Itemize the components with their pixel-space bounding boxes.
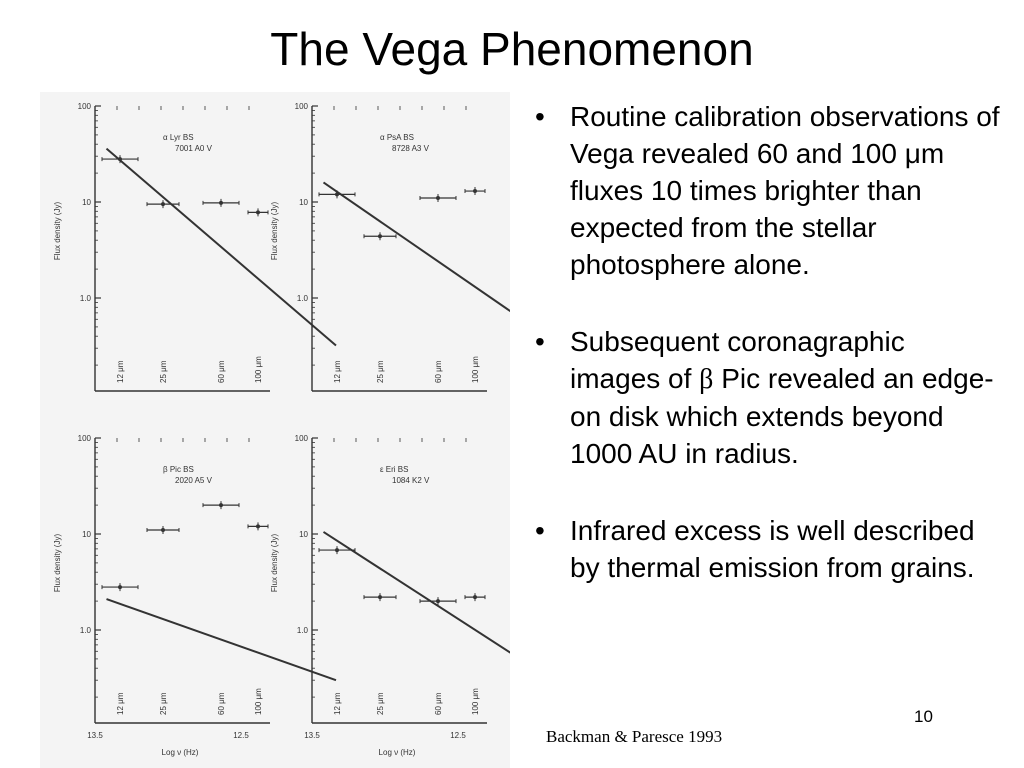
y-axis-label: Flux density (Jy) [270, 534, 279, 593]
data-point [378, 595, 382, 600]
sed-figure: 100 10 1.0 Flux density (Jy) 12 μm 25 μm 60 μm… [40, 92, 510, 768]
y-axis-label: Flux density (Jy) [53, 202, 62, 261]
band-label: 60 μm [217, 692, 226, 715]
data-point [256, 524, 260, 529]
y-tick-label: 10 [299, 530, 308, 539]
band-label: 60 μm [434, 360, 443, 383]
bullet-text-pre: Subsequent coronagraphic images of [570, 326, 905, 394]
band-label: 100 μm [471, 688, 480, 715]
photosphere-line [106, 598, 337, 682]
bullet-text-post: Pic revealed an edge-on disk which exten… [570, 363, 994, 469]
bullet-item: • Subsequent coronagraphic images of β P… [530, 323, 1000, 472]
panel-subtitle: 8728 A3 V [392, 144, 430, 153]
band-label: 25 μm [376, 692, 385, 715]
band-label: 12 μm [116, 360, 125, 383]
data-point [436, 599, 440, 604]
band-label: 12 μm [333, 360, 342, 383]
band-label: 25 μm [159, 360, 168, 383]
photosphere-line [322, 531, 510, 654]
panel-subtitle: 1084 K2 V [392, 476, 430, 485]
band-label: 100 μm [254, 356, 263, 383]
panel-title: α Lyr BS [163, 133, 194, 142]
citation: Backman & Paresce 1993 [546, 727, 723, 746]
slide-number: 10 [914, 707, 933, 726]
x-tick-label: 12.5 [450, 731, 466, 740]
data-point [118, 157, 122, 162]
beta-symbol: β [699, 364, 714, 395]
data-point [436, 196, 440, 201]
x-tick-label: 13.5 [87, 731, 103, 740]
y-tick-label: 1.0 [80, 294, 92, 303]
data-point [118, 585, 122, 590]
band-label: 25 μm [376, 360, 385, 383]
y-tick-label: 100 [295, 102, 309, 111]
x-axis-label: Log ν (Hz) [162, 748, 199, 757]
y-axis-label: Flux density (Jy) [270, 202, 279, 261]
data-point [219, 503, 223, 508]
y-tick-label: 100 [78, 434, 92, 443]
data-point [161, 528, 165, 533]
panel-title: β Pic BS [163, 465, 194, 474]
panel-subtitle: 2020 A5 V [175, 476, 213, 485]
y-tick-label: 10 [299, 198, 308, 207]
data-point [473, 189, 477, 194]
data-point [473, 595, 477, 600]
y-tick-label: 100 [295, 434, 309, 443]
y-tick-label: 1.0 [297, 626, 309, 635]
panel-title: ε Eri BS [380, 465, 408, 474]
bullet-list: • Routine calibration observations of Ve… [530, 98, 1000, 626]
y-axis-label: Flux density (Jy) [53, 534, 62, 593]
bullet-text: Infrared excess is well described by the… [570, 515, 975, 583]
bullet-item: • Routine calibration observations of Ve… [530, 98, 1000, 283]
band-label: 12 μm [333, 692, 342, 715]
data-point [161, 202, 165, 207]
y-tick-label: 10 [82, 198, 91, 207]
bullet-text: Routine calibration observations of Vega… [570, 101, 1000, 280]
slide-title: The Vega Phenomenon [270, 23, 754, 75]
panel-title: α PsA BS [380, 133, 414, 142]
band-label: 60 μm [217, 360, 226, 383]
y-tick-label: 1.0 [80, 626, 92, 635]
bullet-dot: • [535, 515, 545, 546]
band-label: 25 μm [159, 692, 168, 715]
band-label: 100 μm [254, 688, 263, 715]
data-point [256, 210, 260, 215]
panel-subtitle: 7001 A0 V [175, 144, 213, 153]
band-label: 60 μm [434, 692, 443, 715]
x-tick-label: 12.5 [233, 731, 249, 740]
y-tick-label: 1.0 [297, 294, 309, 303]
photosphere-line [105, 147, 337, 347]
y-tick-label: 100 [78, 102, 92, 111]
data-point [335, 548, 339, 553]
x-axis-label: Log ν (Hz) [379, 748, 416, 757]
data-point [219, 200, 223, 205]
band-label: 12 μm [116, 692, 125, 715]
data-point [378, 234, 382, 239]
band-label: 100 μm [471, 356, 480, 383]
sed-figure-svg: 100 10 1.0 Flux density (Jy) 12 μm 25 μm 60 μm… [53, 102, 510, 757]
data-point [335, 192, 339, 197]
x-tick-label: 13.5 [304, 731, 320, 740]
bullet-item: • Infrared excess is well described by t… [530, 512, 1000, 586]
bullet-dot: • [535, 101, 545, 132]
bullet-dot: • [535, 326, 545, 357]
photosphere-line [322, 181, 510, 313]
y-tick-label: 10 [82, 530, 91, 539]
